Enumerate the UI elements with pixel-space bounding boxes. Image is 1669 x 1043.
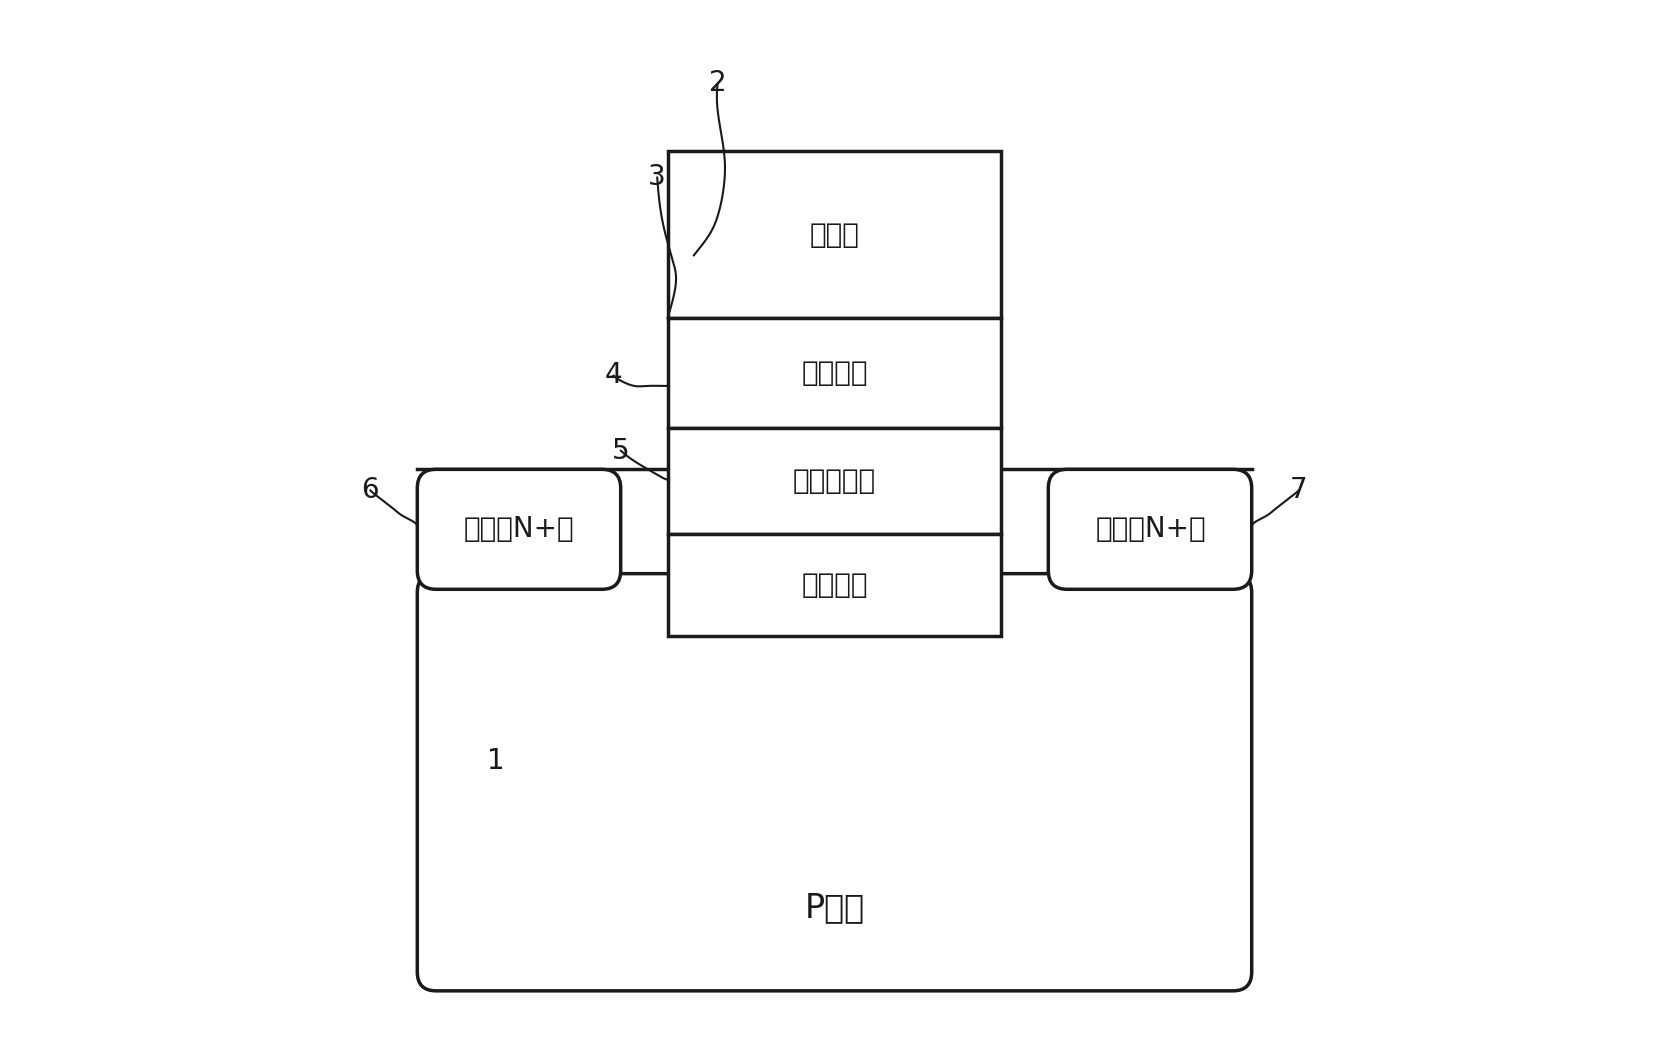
Bar: [668, 428, 1001, 534]
FancyBboxPatch shape: [1048, 469, 1252, 589]
Text: 1: 1: [487, 748, 504, 775]
Bar: [668, 151, 1001, 318]
Text: 漏极（N+）: 漏极（N+）: [1095, 515, 1205, 542]
Text: 7: 7: [1290, 477, 1307, 504]
FancyBboxPatch shape: [417, 469, 621, 589]
Text: 6: 6: [362, 477, 379, 504]
Text: 3: 3: [648, 164, 666, 191]
Text: 5: 5: [613, 437, 629, 464]
Text: P衬底: P衬底: [804, 891, 865, 924]
Bar: [668, 534, 1001, 636]
Text: 2: 2: [709, 70, 726, 97]
Text: 控制栅: 控制栅: [809, 221, 860, 248]
Bar: [668, 318, 1001, 428]
Text: 顶层介质: 顶层介质: [801, 359, 868, 387]
Text: 4: 4: [604, 362, 623, 389]
Text: 源极（N+）: 源极（N+）: [464, 515, 574, 542]
Text: 电荷存储层: 电荷存储层: [793, 467, 876, 494]
FancyBboxPatch shape: [417, 574, 1252, 991]
Text: 底层介质: 底层介质: [801, 572, 868, 599]
